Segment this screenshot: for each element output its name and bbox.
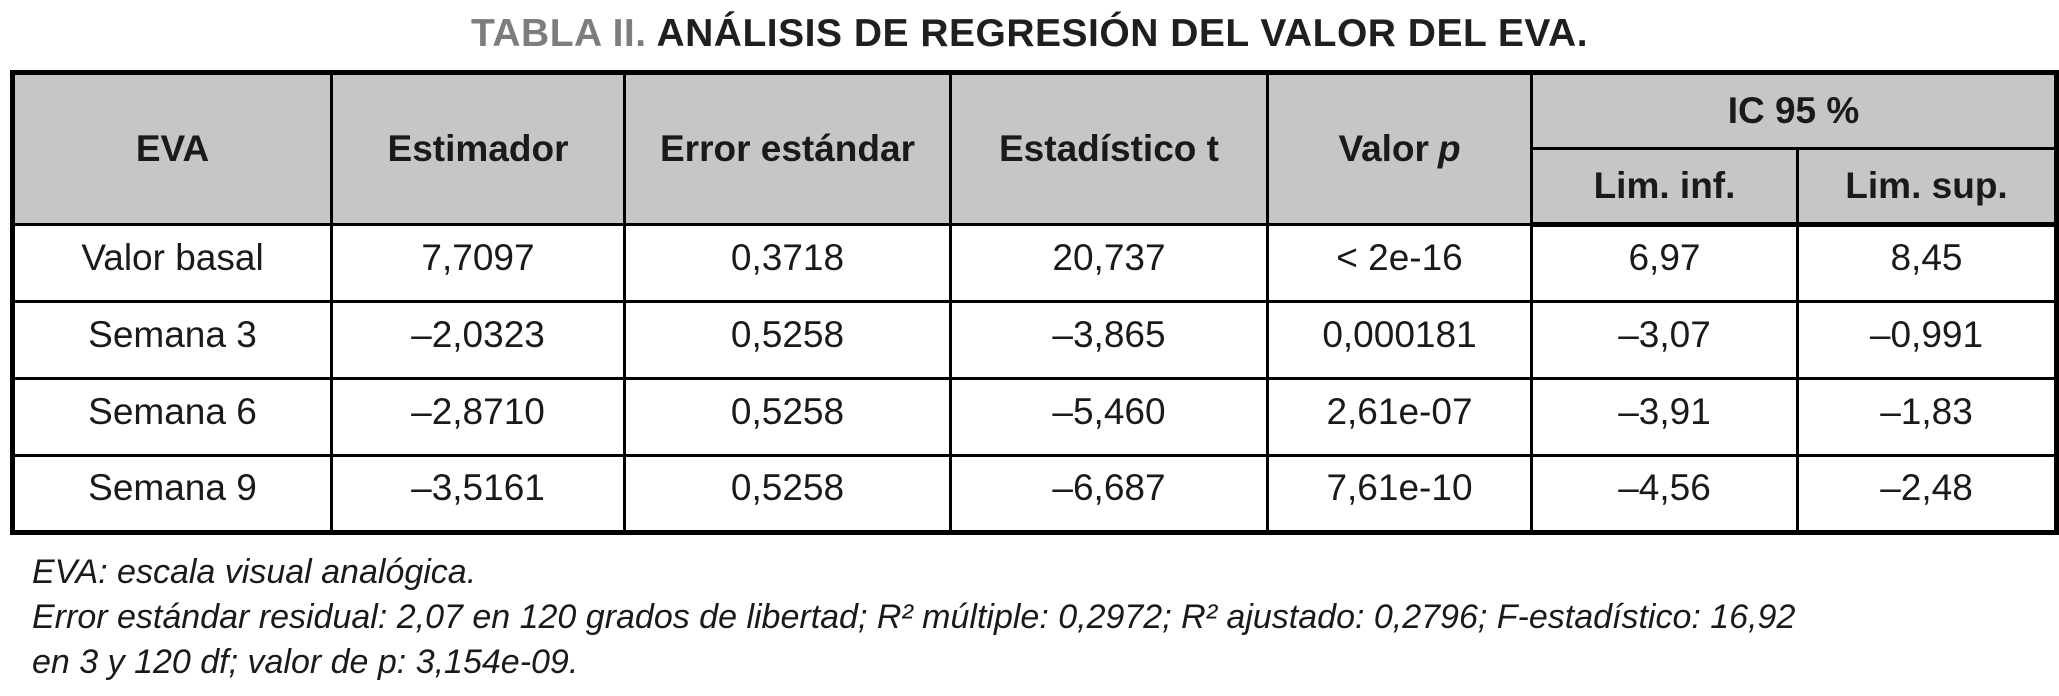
cell-error-estandar: 0,5258 [623, 454, 952, 534]
cell-valor-p: 2,61e-07 [1266, 377, 1533, 457]
header-row-sub: Lim. inf. Lim. sup. [13, 147, 2058, 227]
regression-table: EVA Estimador Error estándar Estadístico… [10, 70, 2059, 535]
cell-estadistico-t: –5,460 [949, 377, 1269, 457]
footnote-line: en 3 y 120 df; valor de p: 3,154e-09. [32, 643, 579, 681]
col-header-lim-sup: Lim. sup. [1796, 147, 2058, 227]
cell-estimador: –2,0323 [330, 300, 626, 380]
col-header-estimador: Estimador [330, 71, 626, 226]
cell-lim-sup: –2,48 [1796, 454, 2058, 534]
row-label: Semana 6 [11, 377, 333, 457]
cell-error-estandar: 0,3718 [623, 223, 952, 303]
valor-p-prefix: Valor [1338, 128, 1429, 169]
cell-lim-sup: 8,45 [1796, 223, 2058, 303]
cell-error-estandar: 0,5258 [623, 377, 952, 457]
table-row-valor-basal: Valor basal 7,7097 0,3718 20,737 < 2e-16… [11, 223, 2058, 303]
header-row-main: EVA Estimador Error estándar Estadístico… [11, 71, 2058, 226]
table-title-number: TABLA II. [470, 12, 647, 55]
footnote-line: EVA: escala visual analógica. [32, 553, 477, 591]
footnote-line: Error estándar residual: 2,07 en 120 gra… [32, 598, 1796, 636]
row-label: Semana 9 [11, 454, 333, 534]
table-row-semana-9: Semana 9 –3,5161 0,5258 –6,687 7,61e-10 … [11, 454, 2058, 534]
row-label: Valor basal [11, 223, 333, 303]
cell-lim-inf: –3,91 [1530, 377, 1799, 457]
cell-error-estandar: 0,5258 [623, 300, 952, 380]
table-title: TABLA II. ANÁLISIS DE REGRESIÓN DEL VALO… [0, 0, 2059, 56]
table-row-semana-3: Semana 3 –2,0323 0,5258 –3,865 0,000181 … [11, 300, 2058, 380]
cell-valor-p: < 2e-16 [1266, 223, 1533, 303]
table-title-text: ANÁLISIS DE REGRESIÓN DEL VALOR DEL EVA. [656, 12, 1589, 55]
cell-valor-p: 7,61e-10 [1266, 454, 1533, 534]
table-footnotes: EVA: escala visual analógica. Error está… [32, 550, 2059, 685]
col-header-lim-inf: Lim. inf. [1530, 147, 1799, 227]
col-header-valor-p: Valor p [1266, 71, 1533, 226]
cell-estadistico-t: –6,687 [949, 454, 1269, 534]
table-row-semana-6: Semana 6 –2,8710 0,5258 –5,460 2,61e-07 … [11, 377, 2058, 457]
cell-lim-sup: –1,83 [1796, 377, 2058, 457]
cell-estadistico-t: 20,737 [949, 223, 1269, 303]
col-header-ic95: IC 95 % [1530, 71, 2058, 150]
cell-lim-inf: –3,07 [1530, 300, 1799, 380]
cell-estimador: 7,7097 [330, 223, 626, 303]
col-header-eva: EVA [11, 71, 333, 226]
cell-estadistico-t: –3,865 [949, 300, 1269, 380]
cell-estimador: –3,5161 [330, 454, 626, 534]
col-header-error-estandar: Error estándar [623, 71, 952, 226]
cell-estimador: –2,8710 [330, 377, 626, 457]
cell-lim-inf: 6,97 [1530, 223, 1799, 303]
row-label: Semana 3 [11, 300, 333, 380]
cell-valor-p: 0,000181 [1266, 300, 1533, 380]
valor-p-symbol: p [1437, 128, 1461, 169]
col-header-estadistico-t: Estadístico t [949, 71, 1269, 226]
cell-lim-inf: –4,56 [1530, 454, 1799, 534]
cell-lim-sup: –0,991 [1796, 300, 2058, 380]
